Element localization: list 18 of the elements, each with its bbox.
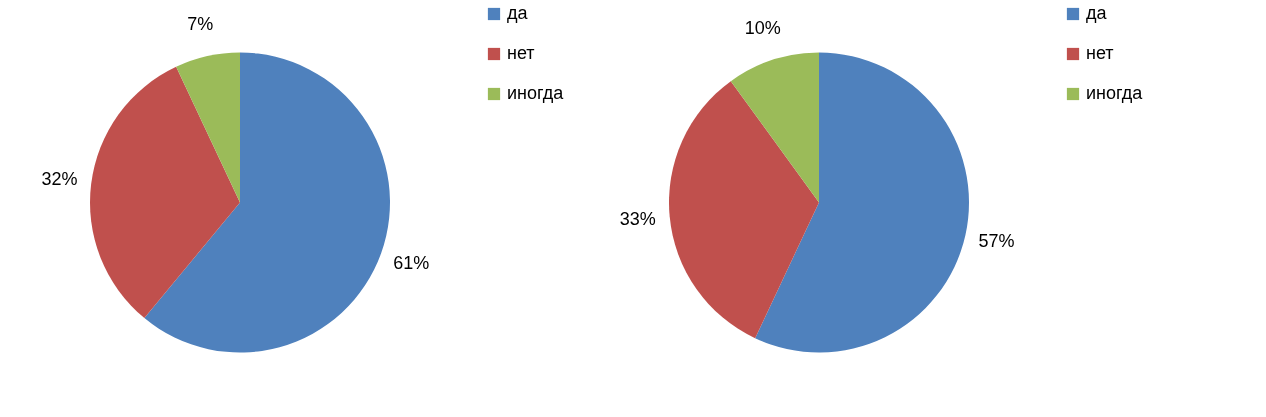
pie-slice	[90, 66, 240, 319]
data-label: 61%	[393, 253, 430, 274]
pie-slice	[144, 52, 390, 353]
legend-label: да	[1086, 3, 1108, 23]
legend-label: нет	[1086, 43, 1114, 63]
data-label: 32%	[41, 168, 78, 189]
pie-slice	[669, 81, 819, 339]
pie-slice	[730, 52, 819, 203]
legend-label: да	[507, 3, 529, 23]
data-label: 7%	[187, 13, 214, 34]
data-label: 33%	[619, 208, 656, 229]
data-label: 57%	[978, 231, 1015, 252]
legend-label: иногда	[507, 83, 565, 103]
pie-slice	[176, 52, 240, 203]
legend-label: нет	[507, 43, 535, 63]
legend-label: иногда	[1086, 83, 1144, 103]
data-label: 10%	[744, 18, 781, 39]
pie-slice	[755, 52, 969, 353]
